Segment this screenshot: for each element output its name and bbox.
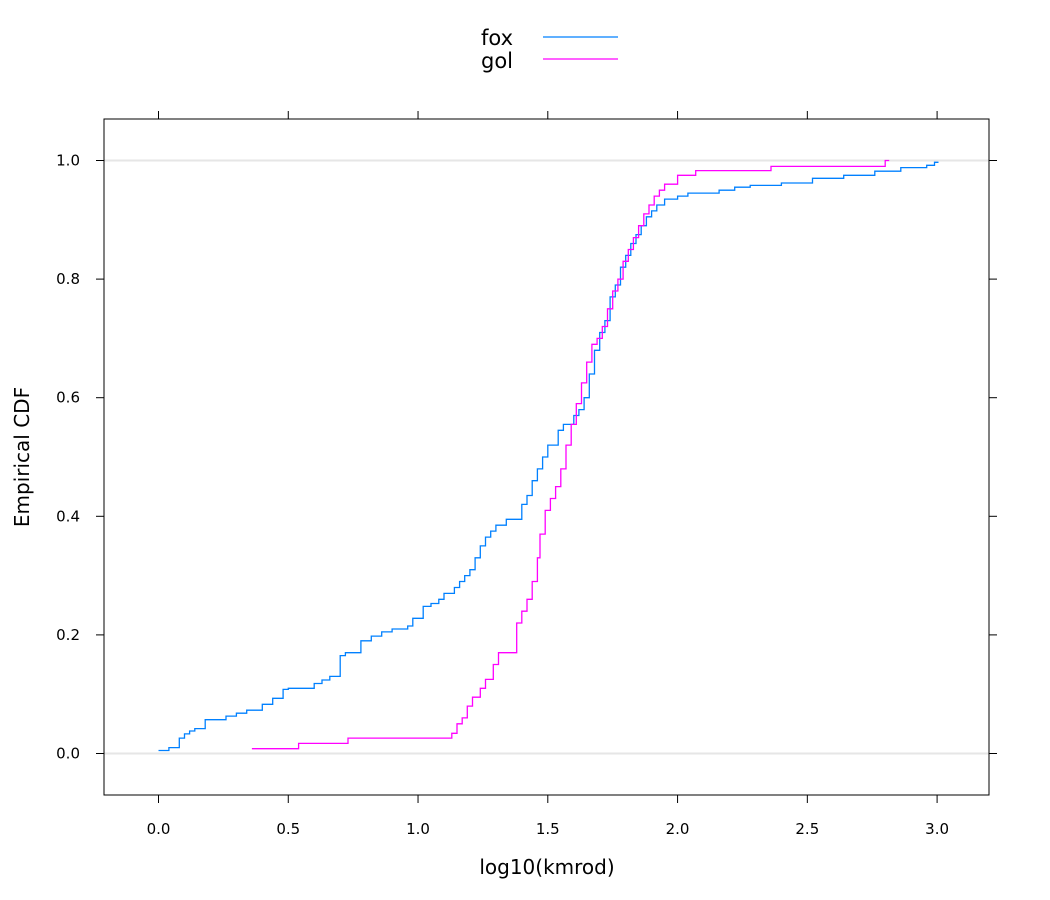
legend-label-gol: gol [481,49,513,73]
plot-frame [103,118,990,796]
y-tick-label: 0.2 [56,626,80,644]
y-axis: 0.0 0.2 0.4 0.6 0.8 1.0 [56,152,997,762]
series-layer [158,159,939,752]
legend-label-fox: fox [481,26,513,50]
y-tick-label: 0.4 [56,507,80,525]
x-tick-label: 0.5 [276,820,300,838]
series-line-fox [158,161,939,752]
reference-lines [104,159,989,755]
x-tick-label: 3.0 [925,820,949,838]
x-axis: 0.0 0.5 1.0 1.5 2.0 2.5 3.0 [147,111,949,838]
x-tick-label: 0.0 [147,820,171,838]
y-tick-label: 0.8 [56,270,80,288]
series-line-gol [251,159,890,750]
x-tick-label: 1.5 [536,820,560,838]
x-tick-label: 1.0 [406,820,430,838]
x-axis-label: log10(kmrod) [479,855,614,879]
y-tick-label: 1.0 [56,152,80,170]
x-tick-label: 2.5 [795,820,819,838]
legend: fox gol [481,26,618,73]
y-axis-label: Empirical CDF [10,387,34,527]
y-tick-label: 0.0 [56,744,80,762]
x-tick-label: 2.0 [666,820,690,838]
y-tick-label: 0.6 [56,389,80,407]
